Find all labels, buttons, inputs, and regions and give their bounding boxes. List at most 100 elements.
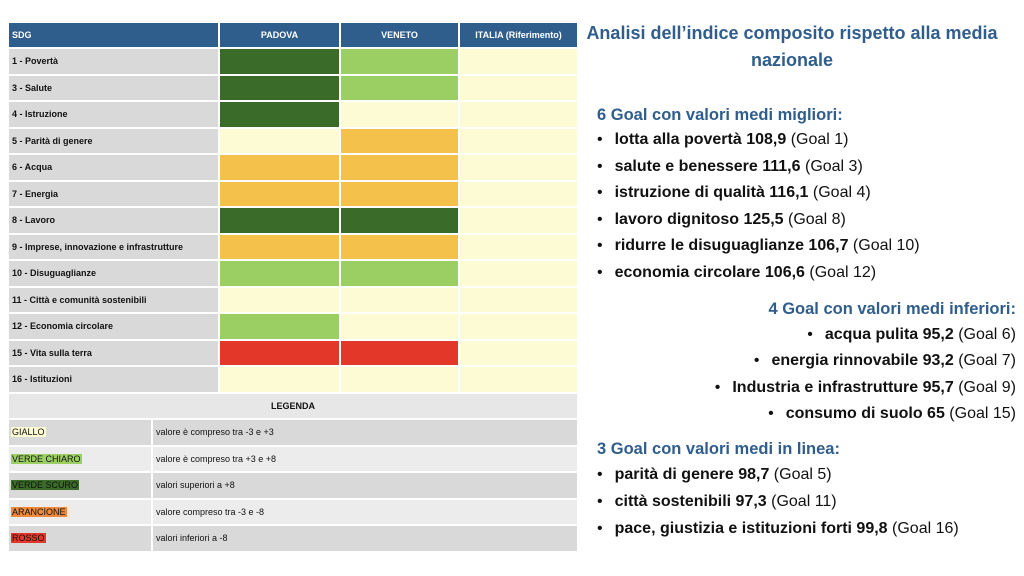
status-cell: [340, 313, 459, 340]
legend-label-cell: ARANCIONE: [8, 498, 152, 525]
status-cell: [459, 260, 578, 287]
sdg-label: 12 - Economia circolare: [8, 313, 219, 340]
status-cell: [340, 207, 459, 234]
sdg-label: 5 - Parità di genere: [8, 127, 219, 154]
status-cell: [219, 101, 340, 128]
status-cell: [459, 207, 578, 234]
sdg-label: 7 - Energia: [8, 180, 219, 207]
legend-description: valore compreso tra -3 e -8: [152, 498, 578, 525]
bullet: •: [597, 493, 603, 510]
item-goal: (Goal 1): [790, 131, 849, 148]
item-text: lavoro dignitoso 125,5: [614, 211, 784, 228]
bullet-item: • consumo di suolo 65 (Goal 15): [768, 405, 1016, 423]
item-text: parità di genere 98,7: [614, 466, 770, 483]
bullet: •: [753, 352, 760, 369]
status-cell: [459, 286, 578, 313]
status-cell: [340, 48, 459, 75]
item-text: salute e benessere 111,6: [614, 158, 801, 175]
table-header: PADOVA: [219, 22, 340, 48]
legend-label-cell: VERDE CHIARO: [8, 445, 152, 472]
item-goal: (Goal 16): [892, 520, 959, 537]
status-cell: [459, 180, 578, 207]
status-cell: [340, 127, 459, 154]
bullet-item: • Industria e infrastrutture 95,7 (Goal 9…: [715, 379, 1016, 397]
status-cell: [219, 233, 340, 260]
status-cell: [219, 207, 340, 234]
sdg-label: 3 - Salute: [8, 74, 219, 101]
status-cell: [340, 74, 459, 101]
bullet: •: [597, 211, 603, 228]
sdg-label: 4 - Istruzione: [8, 101, 219, 128]
legend-description: valori inferiori a -8: [152, 525, 578, 552]
bullet: •: [714, 379, 721, 396]
legend-label-cell: ROSSO: [8, 525, 152, 552]
table-header: VENETO: [340, 22, 459, 48]
bullet-item: • economia circolare 106,6 (Goal 12): [597, 264, 876, 282]
status-cell: [459, 127, 578, 154]
item-text: città sostenibili 97,3: [614, 493, 767, 510]
status-cell: [219, 74, 340, 101]
sdg-label: 1 - Povertà: [8, 48, 219, 75]
status-cell: [459, 48, 578, 75]
bullet-item: • pace, giustizia e istituzioni forti 99,…: [597, 520, 959, 538]
item-text: Industria e infrastrutture 95,7: [732, 379, 954, 396]
legend-label: ROSSO: [11, 533, 46, 544]
item-goal: (Goal 12): [809, 264, 877, 281]
bullet-item: • lotta alla povertà 108,9 (Goal 1): [597, 131, 849, 149]
section-heading: 4 Goal con valori medi inferiori:: [768, 300, 1016, 318]
item-goal: (Goal 9): [958, 379, 1016, 396]
legend-description: valore è compreso tra +3 e +8: [152, 445, 578, 472]
item-text: acqua pulita 95,2: [824, 326, 954, 343]
status-cell: [340, 366, 459, 393]
item-goal: (Goal 10): [852, 237, 920, 254]
sdg-label: 11 - Città e comunità sostenibili: [8, 286, 219, 313]
bullet: •: [597, 520, 603, 537]
item-goal: (Goal 3): [804, 158, 863, 175]
sdg-label: 8 - Lavoro: [8, 207, 219, 234]
status-cell: [219, 339, 340, 366]
legend-label: VERDE CHIARO: [11, 453, 82, 464]
section-heading: 3 Goal con valori medi in linea:: [597, 440, 840, 458]
status-cell: [459, 313, 578, 340]
bullet-item: • salute e benessere 111,6 (Goal 3): [597, 158, 863, 176]
sdg-label: 10 - Disuguaglianze: [8, 260, 219, 287]
legend-label: VERDE SCURO: [11, 480, 80, 491]
sdg-label: 16 - Istituzioni: [8, 366, 219, 393]
legend-label-cell: VERDE SCURO: [8, 472, 152, 499]
status-cell: [459, 339, 578, 366]
bullet: •: [807, 326, 813, 343]
sdg-label: 15 - Vita sulla terra: [8, 339, 219, 366]
status-cell: [219, 286, 340, 313]
bullet: •: [597, 184, 603, 201]
item-text: ridurre le disuguaglianze 106,7: [614, 237, 849, 254]
bullet-item: • istruzione di qualità 116,1 (Goal 4): [597, 184, 871, 202]
bullet-item: • lavoro dignitoso 125,5 (Goal 8): [597, 211, 846, 229]
status-cell: [219, 366, 340, 393]
sdg-label: 6 - Acqua: [8, 154, 219, 181]
status-cell: [340, 154, 459, 181]
bullet: •: [597, 237, 603, 254]
section-heading: 6 Goal con valori medi migliori:: [597, 106, 843, 124]
status-cell: [459, 233, 578, 260]
status-cell: [340, 260, 459, 287]
item-text: energia rinnovabile 93,2: [771, 352, 954, 369]
status-cell: [219, 48, 340, 75]
status-cell: [459, 74, 578, 101]
item-goal: (Goal 15): [949, 405, 1016, 422]
status-cell: [340, 101, 459, 128]
item-text: lotta alla povertà 108,9: [614, 131, 787, 148]
item-goal: (Goal 6): [958, 326, 1016, 343]
status-cell: [340, 233, 459, 260]
status-cell: [219, 180, 340, 207]
table-header: ITALIA (Riferimento): [459, 22, 578, 48]
item-text: istruzione di qualità 116,1: [614, 184, 809, 201]
item-goal: (Goal 4): [812, 184, 871, 201]
status-cell: [459, 154, 578, 181]
status-cell: [219, 313, 340, 340]
legend-label: ARANCIONE: [11, 506, 67, 517]
bullet-item: • città sostenibili 97,3 (Goal 11): [597, 493, 837, 511]
bullet: •: [597, 131, 603, 148]
table-header: SDG: [8, 22, 219, 48]
item-goal: (Goal 11): [771, 493, 837, 510]
item-text: consumo di suolo 65: [785, 405, 945, 422]
